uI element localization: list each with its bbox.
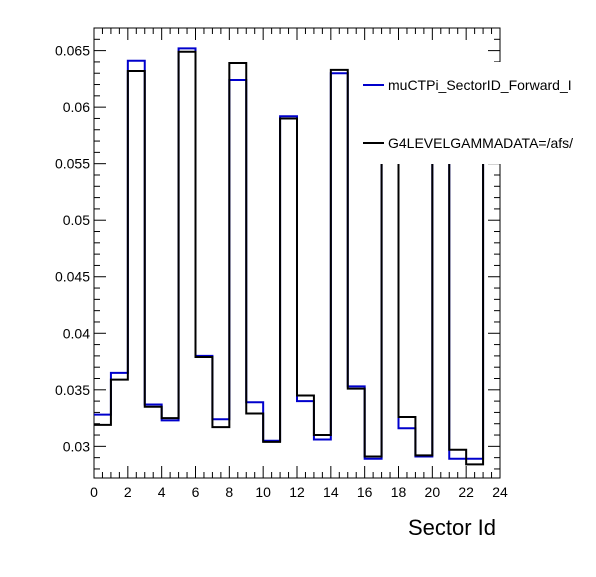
y-tick-label: 0.03 (63, 438, 90, 454)
x-tick-label: 6 (192, 484, 200, 500)
x-tick-label: 24 (492, 484, 508, 500)
y-tick-label: 0.04 (63, 325, 90, 341)
x-axis-title: Sector Id (408, 515, 496, 540)
legend-box (355, 62, 596, 164)
x-tick-label: 20 (425, 484, 441, 500)
x-tick-label: 18 (391, 484, 407, 500)
y-tick-label: 0.045 (55, 269, 90, 285)
x-tick-label: 10 (255, 484, 271, 500)
x-axis-ticks: 0 2 4 6 8 10 12 14 16 18 20 22 24 (90, 28, 508, 500)
y-tick-label: 0.05 (63, 212, 90, 228)
x-tick-label: 22 (458, 484, 474, 500)
x-tick-label: 0 (90, 484, 98, 500)
x-tick-label: 2 (124, 484, 132, 500)
x-tick-label: 16 (357, 484, 373, 500)
y-tick-label: 0.06 (63, 99, 90, 115)
legend-label-series-1: muCTPi_SectorID_Forward_I (388, 77, 572, 93)
series-2-histogram (94, 50, 500, 466)
y-axis-ticks: 0.03 0.035 0.04 0.045 0.05 0.055 0.06 0.065 (55, 38, 500, 470)
x-tick-label: 8 (225, 484, 233, 500)
y-tick-label: 0.035 (55, 382, 90, 398)
x-tick-label: 12 (289, 484, 305, 500)
legend: muCTPi_SectorID_Forward_I G4LEVELGAMMADA… (355, 62, 596, 164)
x-tick-label: 4 (158, 484, 166, 500)
series-layer (94, 47, 500, 466)
legend-label-series-2: G4LEVELGAMMADATA=/afs/ (388, 135, 573, 151)
y-tick-label: 0.065 (55, 43, 90, 59)
y-tick-label: 0.055 (55, 156, 90, 172)
x-tick-label: 14 (323, 484, 339, 500)
